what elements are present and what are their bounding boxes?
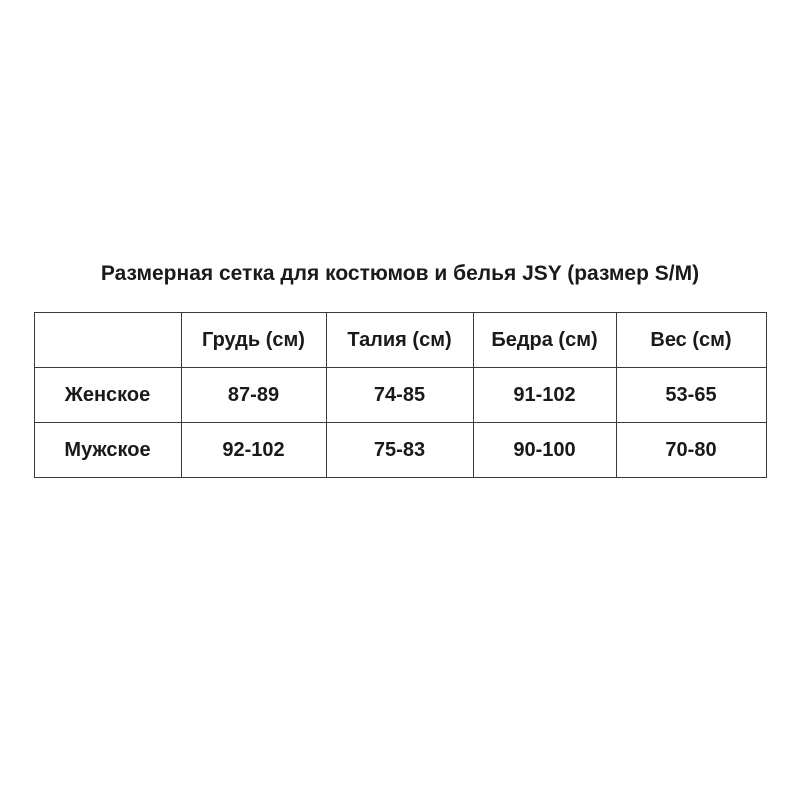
column-header-empty: [33, 312, 182, 368]
table-cell-female-chest: 87-89: [180, 367, 327, 423]
column-header-hips: Бедра (см): [472, 312, 617, 368]
column-header-waist: Талия (см): [325, 312, 474, 368]
table-row-female: Женское 87-89 74-85 91-102 53-65: [33, 367, 767, 423]
table-cell-male-chest: 92-102: [180, 422, 327, 478]
row-label-male: Мужское: [33, 422, 182, 478]
column-header-weight: Вес (см): [615, 312, 767, 368]
row-label-female: Женское: [33, 367, 182, 423]
header-row: Грудь (см) Талия (см) Бедра (см) Вес (см…: [33, 312, 767, 368]
table-cell-male-weight: 70-80: [615, 422, 767, 478]
column-header-chest: Грудь (см): [180, 312, 327, 368]
page-title: Размерная сетка для костюмов и белья JSY…: [100, 262, 700, 285]
table-cell-female-weight: 53-65: [615, 367, 767, 423]
table-cell-male-waist: 75-83: [325, 422, 474, 478]
table-cell-female-hips: 91-102: [472, 367, 617, 423]
table-cell-female-waist: 74-85: [325, 367, 474, 423]
size-chart-table: Грудь (см) Талия (см) Бедра (см) Вес (см…: [33, 312, 767, 478]
table-row-male: Мужское 92-102 75-83 90-100 70-80: [33, 422, 767, 478]
table-cell-male-hips: 90-100: [472, 422, 617, 478]
